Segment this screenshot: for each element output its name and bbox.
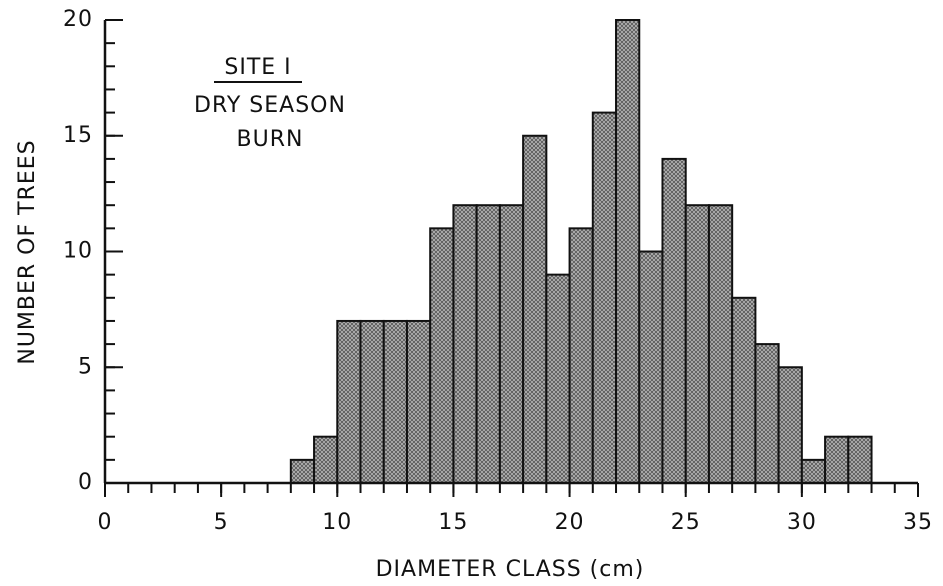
y-tick-label: 10 bbox=[63, 239, 93, 264]
bar bbox=[800, 458, 827, 485]
y-tick-label: 5 bbox=[78, 354, 93, 379]
x-tick-label: 5 bbox=[214, 510, 229, 535]
bar bbox=[452, 204, 478, 484]
bar bbox=[313, 435, 339, 485]
bar bbox=[568, 227, 594, 484]
y-tick-label: 15 bbox=[63, 123, 93, 148]
y-axis-label: NUMBER OF TREES bbox=[15, 139, 40, 364]
y-tick-label: 20 bbox=[63, 7, 93, 32]
bar bbox=[731, 296, 757, 484]
bar bbox=[475, 204, 501, 484]
bar bbox=[707, 204, 734, 484]
x-tick-label: 20 bbox=[555, 510, 585, 535]
bar bbox=[289, 458, 316, 485]
bar bbox=[847, 435, 873, 485]
x-tick-label: 30 bbox=[787, 510, 817, 535]
bar bbox=[405, 319, 432, 485]
bar bbox=[591, 111, 618, 484]
annotation: DRY SEASON bbox=[194, 93, 346, 118]
bar bbox=[824, 435, 850, 485]
x-tick-label: 10 bbox=[322, 510, 352, 535]
x-tick-label: 35 bbox=[903, 510, 933, 535]
y-tick-label: 0 bbox=[78, 470, 93, 495]
bar bbox=[754, 343, 780, 484]
bar bbox=[684, 204, 710, 484]
x-axis-label: DIAMETER CLASS (cm) bbox=[376, 557, 645, 582]
bar bbox=[615, 19, 641, 484]
bar bbox=[777, 366, 803, 484]
annotation: SITE I bbox=[224, 55, 291, 80]
bar bbox=[429, 227, 455, 484]
bar bbox=[359, 319, 385, 485]
x-tick-label: 25 bbox=[671, 510, 701, 535]
x-tick-label: 0 bbox=[98, 510, 113, 535]
bar bbox=[545, 273, 571, 484]
annotation: BURN bbox=[237, 127, 304, 152]
bar bbox=[638, 250, 664, 484]
bar bbox=[661, 157, 687, 484]
bar bbox=[382, 319, 408, 485]
bar bbox=[336, 319, 362, 485]
bar bbox=[498, 204, 525, 484]
bar bbox=[522, 134, 548, 484]
x-tick-label: 15 bbox=[438, 510, 468, 535]
